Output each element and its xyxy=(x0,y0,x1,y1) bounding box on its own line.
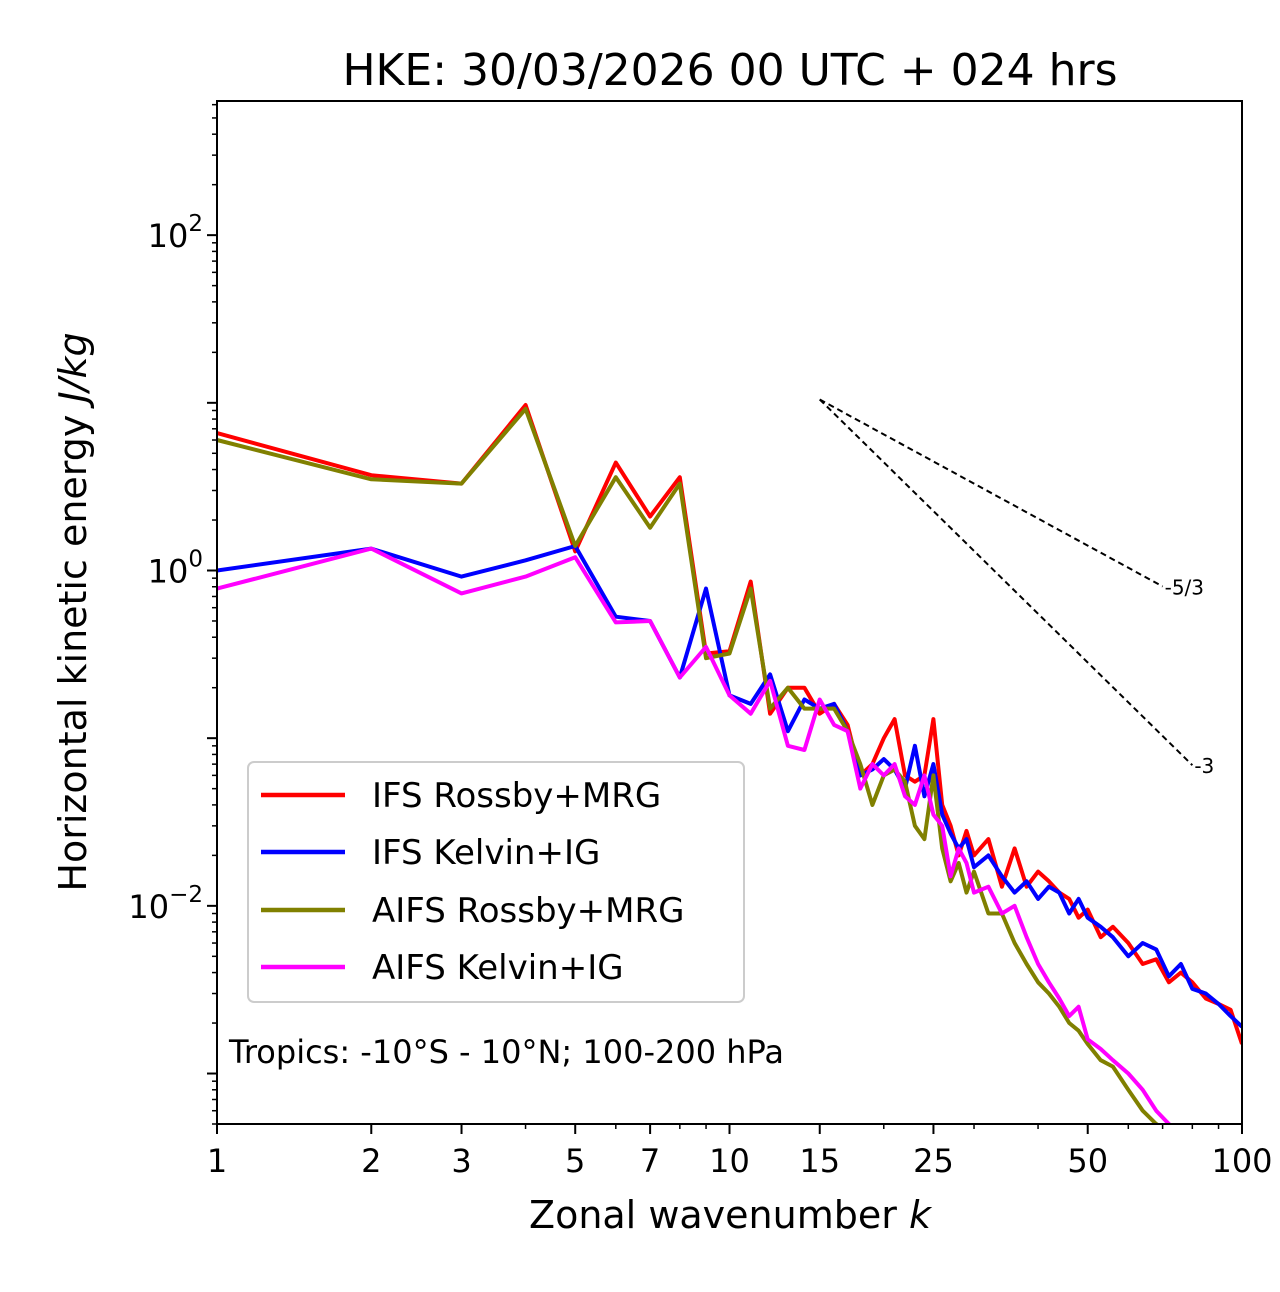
legend-label-ifs-kelvin: IFS Kelvin+IG xyxy=(372,833,600,873)
legend-box xyxy=(247,761,745,1003)
x-tick-label: 50 xyxy=(1067,1142,1108,1180)
y-tick-base: 10 xyxy=(148,552,189,590)
y-tick-label: 102 xyxy=(148,211,203,255)
series-line-0 xyxy=(217,403,1242,1045)
chart-title: HKE: 30/03/2026 00 UTC + 024 hrs xyxy=(342,45,1117,96)
series-line-2 xyxy=(217,406,1161,1124)
x-tick-label: 100 xyxy=(1211,1142,1272,1180)
series-line-3 xyxy=(217,546,1173,1124)
y-axis-label-text: Horizontal kinetic energy xyxy=(51,403,95,892)
y-tick-base: 10 xyxy=(128,888,169,926)
x-tick-label: 1 xyxy=(207,1142,227,1180)
legend: IFS Rossby+MRG IFS Kelvin+IG AIFS Rossby… xyxy=(247,761,745,1003)
y-axis-label: Horizontal kinetic energy J/kg xyxy=(51,332,95,891)
series-line-1 xyxy=(217,544,1242,1029)
y-tick-exponent: 2 xyxy=(188,211,203,237)
series-lines xyxy=(217,403,1242,1124)
legend-label-ifs-rossby: IFS Rossby+MRG xyxy=(372,776,661,816)
legend-label-aifs-kelvin: AIFS Kelvin+IG xyxy=(372,948,624,988)
x-tick-label: 15 xyxy=(799,1142,840,1180)
slope-label: -3 xyxy=(1194,754,1214,778)
region-annotation: Tropics: -10°S - 10°N; 100-200 hPa xyxy=(228,1033,784,1071)
x-axis-label-var: k xyxy=(909,1193,933,1237)
slope-line xyxy=(819,398,1194,766)
reference-slopes: -5/3 -3 xyxy=(819,398,1214,778)
x-axis-label-text: Zonal wavenumber xyxy=(529,1193,909,1237)
x-tick-label: 7 xyxy=(640,1142,660,1180)
x-tick-label: 25 xyxy=(913,1142,954,1180)
y-tick-exponent: 0 xyxy=(188,546,203,572)
y-tick-base: 10 xyxy=(148,217,189,255)
y-axis-label-unit: J/kg xyxy=(51,332,95,409)
slope-line xyxy=(819,398,1164,588)
y-tick-label: 100 xyxy=(148,546,203,590)
x-tick-label: 5 xyxy=(565,1142,585,1180)
x-tick-label: 10 xyxy=(709,1142,750,1180)
y-tick-exponent: −2 xyxy=(169,882,203,908)
slope-label: -5/3 xyxy=(1165,575,1204,599)
x-axis-ticks: 1 2 3 5 7 10 15 25 50 100 xyxy=(207,1124,1273,1180)
plot-frame xyxy=(216,100,1243,1125)
legend-label-aifs-rossby: AIFS Rossby+MRG xyxy=(372,891,684,931)
x-tick-label: 2 xyxy=(361,1142,381,1180)
x-axis-label: Zonal wavenumber k xyxy=(529,1193,933,1237)
y-tick-label: 10−2 xyxy=(128,882,203,926)
x-tick-label: 3 xyxy=(451,1142,471,1180)
